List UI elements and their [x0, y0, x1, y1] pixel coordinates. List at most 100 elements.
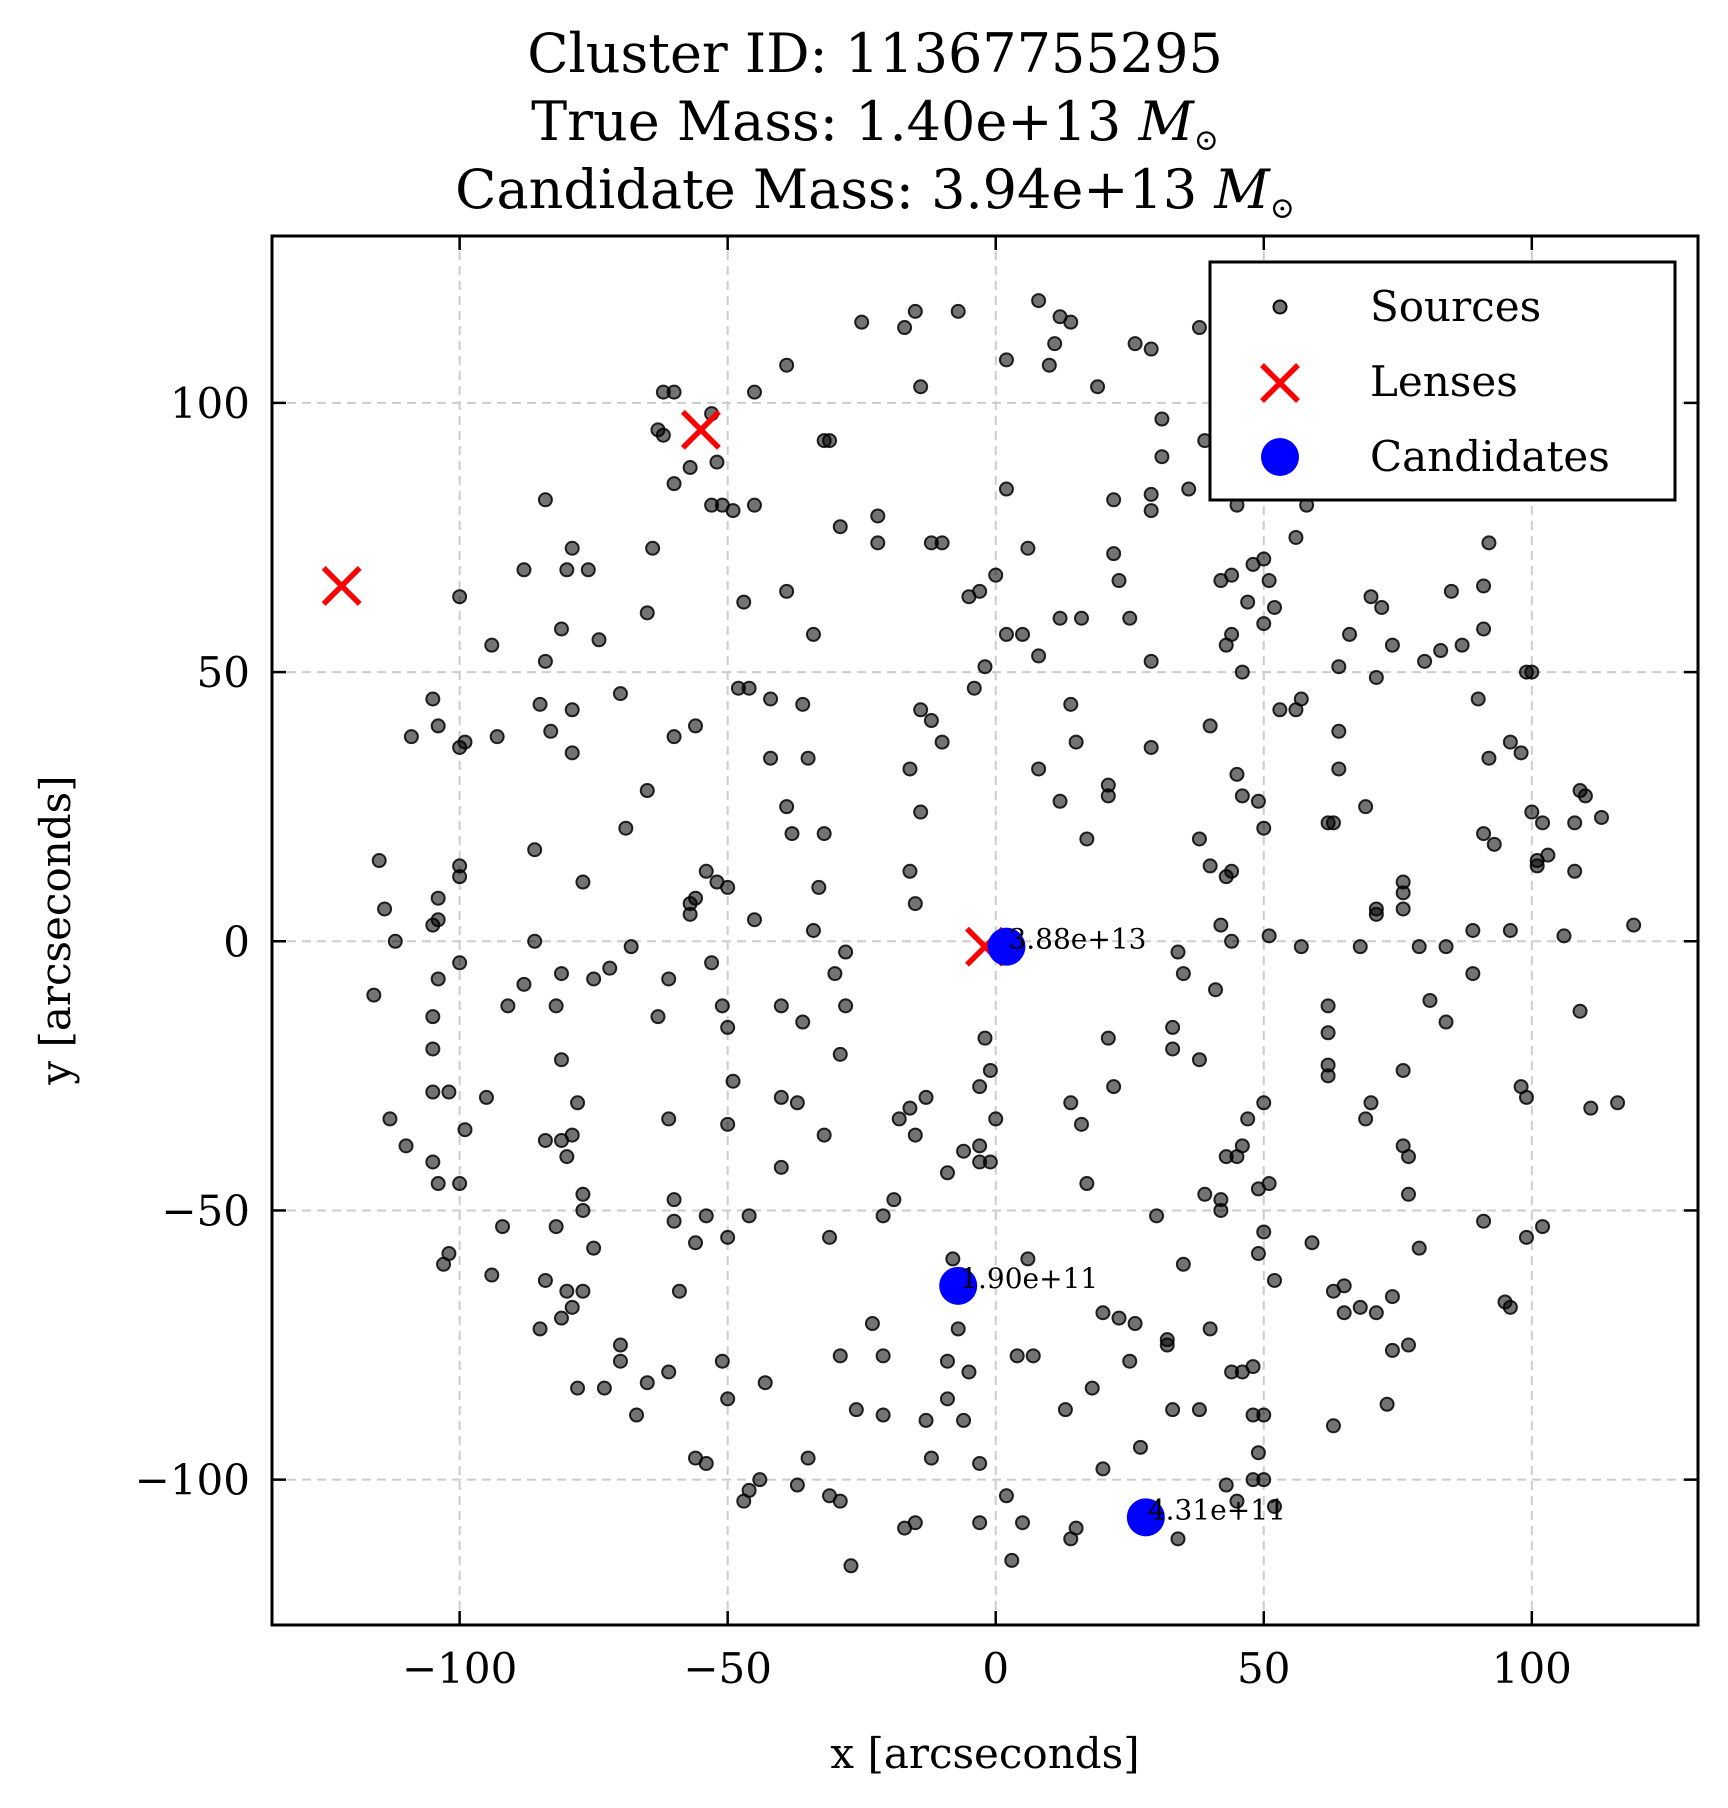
source-point-366	[1395, 1062, 1411, 1078]
source-point-97	[1143, 653, 1159, 669]
source-point-294	[1170, 944, 1186, 960]
source-point-323	[1202, 858, 1218, 874]
source-point-361	[1352, 939, 1368, 955]
source-point-191	[586, 1240, 602, 1256]
source-point-414	[1518, 1089, 1534, 1105]
source-point-395	[1454, 637, 1470, 653]
source-point-379	[1465, 966, 1481, 982]
source-point-83	[1015, 626, 1031, 642]
source-point-309	[1256, 1224, 1272, 1240]
source-point-101	[403, 729, 419, 745]
source-point-398	[1476, 578, 1492, 594]
source-point-183	[553, 1052, 569, 1068]
source-point-116	[741, 680, 757, 696]
source-point-271	[1063, 1095, 1079, 1111]
source-point-256	[945, 1251, 961, 1267]
source-point-386	[1342, 626, 1358, 642]
source-point-11	[1090, 379, 1106, 395]
candidate-point-2	[1126, 1498, 1165, 1537]
source-point-7	[1063, 314, 1079, 330]
source-point-50	[822, 433, 838, 449]
source-point-283	[1068, 1520, 1084, 1536]
source-point-364	[1395, 885, 1411, 901]
source-point-409	[1529, 858, 1545, 874]
source-point-301	[1213, 1202, 1229, 1218]
source-point-60	[645, 540, 661, 556]
source-point-146	[586, 971, 602, 987]
lens-marker-1-stroke-b	[680, 409, 721, 450]
source-point-324	[1213, 917, 1229, 933]
source-point-117	[763, 691, 779, 707]
source-point-377	[1411, 939, 1427, 955]
source-point-45	[666, 476, 682, 492]
source-point-1	[897, 320, 913, 336]
source-point-218	[757, 1375, 773, 1391]
x-tick-label-2: 0	[982, 1644, 1009, 1693]
source-point-240	[886, 1192, 902, 1208]
source-point-425	[1572, 1003, 1588, 1019]
source-point-230	[789, 1095, 805, 1111]
source-point-329	[1234, 788, 1250, 804]
source-point-204	[639, 1375, 655, 1391]
source-point-184	[570, 1095, 586, 1111]
source-point-422	[1577, 788, 1593, 804]
source-point-426	[1556, 928, 1572, 944]
source-point-31	[1256, 616, 1272, 632]
source-point-179	[495, 1219, 511, 1235]
source-point-150	[698, 863, 714, 879]
source-point-276	[1095, 1305, 1111, 1321]
source-point-105	[484, 637, 500, 653]
source-point-291	[1175, 1256, 1191, 1272]
source-point-259	[1025, 1348, 1041, 1364]
legend-marker-lenses	[1260, 363, 1300, 403]
source-point-346	[1293, 939, 1309, 955]
source-point-353	[1325, 1418, 1341, 1434]
source-point-336	[1234, 664, 1250, 680]
source-point-373	[1384, 1289, 1400, 1305]
source-point-275	[1106, 1079, 1122, 1095]
source-point-343	[1245, 556, 1261, 572]
source-point-208	[671, 1283, 687, 1299]
source-point-345	[1224, 933, 1240, 949]
source-point-154	[650, 1009, 666, 1025]
source-point-320	[1234, 1364, 1250, 1380]
source-point-65	[832, 519, 848, 535]
source-point-273	[1079, 1176, 1095, 1192]
source-point-167	[907, 896, 923, 912]
source-point-263	[918, 1412, 934, 1428]
source-point-107	[532, 696, 548, 712]
source-point-141	[500, 998, 516, 1014]
x-tick-label-0: −100	[402, 1644, 517, 1693]
source-point-210	[698, 1208, 714, 1224]
source-point-9	[1041, 357, 1057, 373]
source-point-292	[1165, 1019, 1181, 1035]
source-point-81	[934, 734, 950, 750]
source-point-249	[956, 1143, 972, 1159]
source-point-420	[1567, 815, 1583, 831]
source-point-43	[725, 503, 741, 519]
source-point-382	[1325, 815, 1341, 831]
source-point-3	[950, 303, 966, 319]
source-point-374	[1411, 1240, 1427, 1256]
source-point-4	[913, 379, 929, 395]
source-point-311	[1266, 1272, 1282, 1288]
source-point-315	[1250, 1445, 1266, 1461]
source-point-365	[1395, 901, 1411, 917]
lens-marker-1	[680, 409, 721, 450]
candidate-point-0	[987, 927, 1026, 966]
source-point-69	[934, 535, 950, 551]
source-point-55	[516, 562, 532, 578]
source-point-70	[998, 481, 1014, 497]
y-tick-label-4: 100	[170, 379, 250, 428]
source-point-384	[1331, 723, 1347, 739]
source-point-61	[639, 605, 655, 621]
source-point-104	[489, 729, 505, 745]
source-point-78	[913, 804, 929, 820]
source-point-162	[827, 966, 843, 982]
source-point-17	[1143, 503, 1159, 519]
source-point-152	[720, 879, 736, 895]
source-point-125	[377, 901, 393, 917]
source-point-153	[661, 971, 677, 987]
source-point-258	[1009, 1348, 1025, 1364]
source-point-290	[1170, 1531, 1186, 1547]
